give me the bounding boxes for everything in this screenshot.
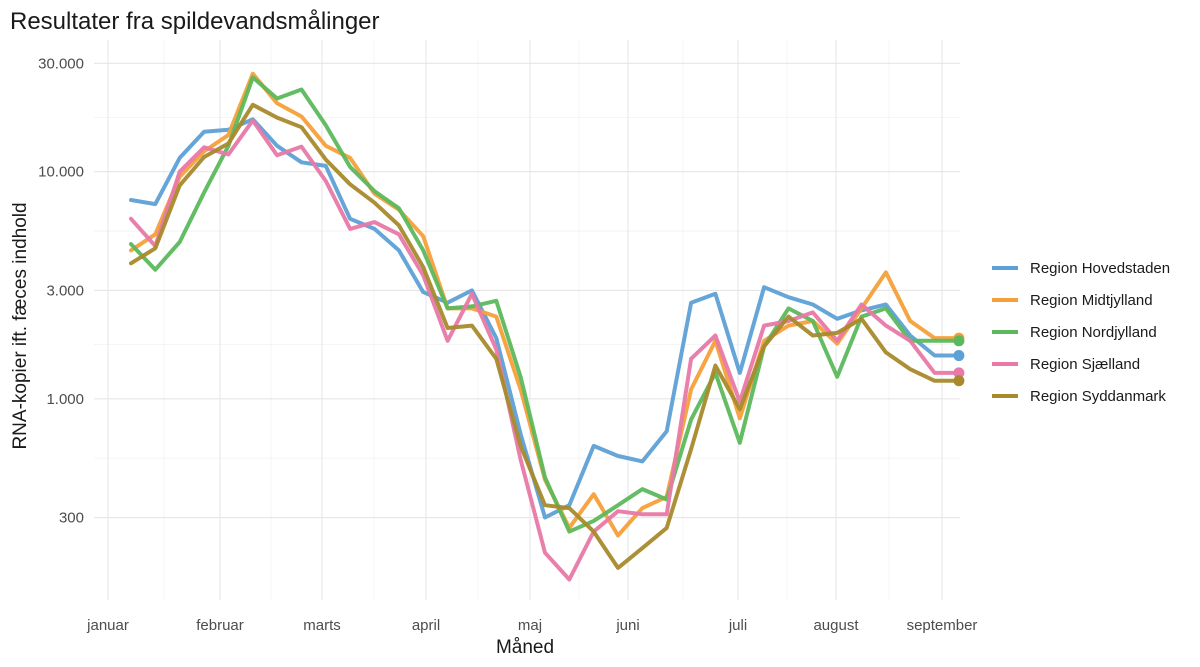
x-tick-label: september [907, 617, 978, 634]
series-line-region-nordjylland [129, 75, 961, 534]
legend-label-region-sjaelland: Region Sjælland [1030, 356, 1140, 373]
y-tick-label: 300 [59, 510, 84, 527]
legend-label-region-hovedstaden: Region Hovedstaden [1030, 260, 1170, 277]
y-axis-ticks: 300 1.000 3.000 10.000 30.000 [38, 55, 84, 526]
x-tick-label: marts [303, 617, 341, 634]
series-line-region-midtjylland [129, 71, 961, 538]
legend-label-region-nordjylland: Region Nordjylland [1030, 324, 1157, 341]
series-lines [129, 71, 965, 582]
y-tick-label: 10.000 [38, 164, 84, 181]
x-tick-label: april [412, 617, 440, 634]
series-line-region-syddanmark [129, 102, 961, 570]
legend: Region Hovedstaden Region Midtjylland Regi… [992, 260, 1170, 405]
y-tick-label: 30.000 [38, 55, 84, 72]
y-tick-label: 1.000 [46, 391, 84, 408]
x-tick-label: februar [196, 617, 244, 634]
x-tick-label: august [813, 617, 859, 634]
x-axis-ticks: januar februar marts april maj juni juli august… [86, 617, 977, 634]
x-tick-label: januar [86, 617, 129, 634]
x-tick-label: juli [728, 617, 747, 634]
series-line-region-sjaelland [129, 118, 961, 582]
legend-label-region-midtjylland: Region Midtjylland [1030, 292, 1153, 309]
legend-label-region-syddanmark: Region Syddanmark [1030, 388, 1166, 405]
series-line-region-hovedstaden [129, 117, 961, 520]
x-axis-title: Måned [496, 637, 554, 658]
x-tick-label: juni [615, 617, 639, 634]
end-point-region-sjaelland [953, 367, 965, 379]
end-point-region-nordjylland [953, 335, 965, 347]
end-point-region-hovedstaden [953, 350, 965, 362]
grid [94, 40, 960, 600]
x-tick-label: maj [518, 617, 542, 634]
y-axis-title: RNA-kopier ift. fæces indhold [10, 202, 31, 449]
chart-title: Resultater fra spildevandsmålinger [10, 8, 380, 35]
end-point-region-syddanmark [953, 375, 965, 387]
y-tick-label: 3.000 [46, 282, 84, 299]
